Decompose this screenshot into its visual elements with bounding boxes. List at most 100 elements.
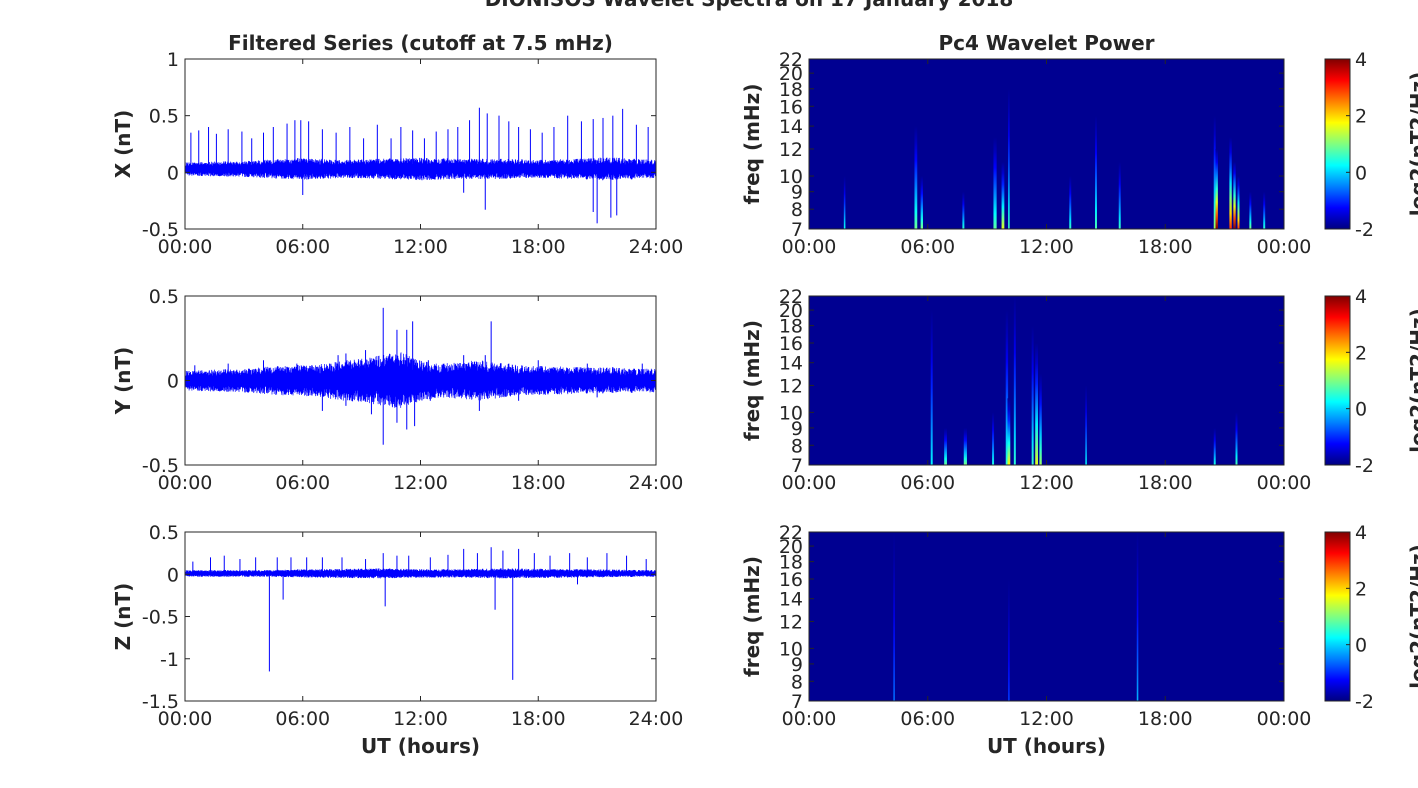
- z-wavelet-xlabel: UT (hours): [987, 734, 1106, 758]
- z-wavelet-ytick-label: 16: [779, 569, 803, 591]
- y-wavelet-ytick-label: 16: [779, 333, 803, 355]
- y-wavelet-colorbar-label: log2(nT2/Hz): [1406, 308, 1418, 453]
- y-wavelet-power-feature: [944, 427, 947, 465]
- x-wavelet-colorbar-tick-label: -2: [1355, 219, 1374, 241]
- x-wavelet-xtick-label: 06:00: [900, 236, 955, 258]
- x-wavelet-ytick-label: 16: [779, 96, 803, 118]
- y-wavelet-plot: [930, 296, 1238, 465]
- y-wavelet-power-feature: [1235, 412, 1238, 465]
- y-wavelet-power-feature: [1005, 310, 1009, 465]
- y-wavelet-xtick-label: 00:00: [1257, 472, 1312, 494]
- y-wavelet-power-feature: [930, 310, 933, 465]
- y-series-ytick-label: 0: [167, 371, 179, 393]
- z-series-ylabel: Z (nT): [111, 583, 135, 651]
- x-wavelet-power-feature: [1001, 161, 1005, 229]
- y-wavelet-colorbar-tick-label: 0: [1355, 399, 1367, 421]
- y-wavelet-power-feature: [963, 427, 967, 465]
- y-wavelet-colorbar: [1324, 295, 1351, 466]
- x-wavelet-colorbar-tick-label: 0: [1355, 162, 1367, 184]
- x-wavelet-ytick-label: 20: [779, 63, 803, 85]
- y-wavelet-power-feature: [1035, 343, 1038, 465]
- x-wavelet-xtick-label: 00:00: [1257, 236, 1312, 258]
- z-wavelet-ytick-label: 8: [791, 671, 803, 693]
- z-wavelet-plot: [893, 532, 1139, 701]
- x-wavelet-ytick-label: 8: [791, 199, 803, 221]
- z-series-xtick-label: 00:00: [158, 708, 213, 730]
- z-wavelet-power-feature: [1008, 579, 1010, 701]
- z-series-ytick-label: 0.5: [149, 522, 179, 544]
- z-wavelet-ytick-label: 10: [779, 638, 803, 660]
- y-wavelet-power-feature: [1031, 325, 1034, 465]
- y-wavelet-ytick-label: 18: [779, 316, 803, 338]
- z-wavelet-colorbar-tick-label: 0: [1355, 635, 1367, 657]
- y-wavelet-ytick-label: 8: [791, 435, 803, 457]
- x-series-xtick-label: 24:00: [629, 236, 684, 258]
- x-wavelet-xtick-label: 18:00: [1138, 236, 1193, 258]
- x-series-plot: [185, 107, 656, 224]
- y-wavelet-ytick-label: 9: [791, 418, 803, 440]
- x-wavelet-colorbar: [1324, 58, 1351, 230]
- y-series-xtick-label: 12:00: [393, 472, 448, 494]
- x-series-xtick-label: 00:00: [158, 236, 213, 258]
- z-series-plot: [185, 547, 656, 680]
- x-wavelet-title: Pc4 Wavelet Power: [938, 31, 1154, 55]
- x-wavelet-power-feature: [1229, 137, 1232, 229]
- z-series-ytick-label: -1: [160, 649, 179, 671]
- z-wavelet-ytick-label: 18: [779, 552, 803, 574]
- x-wavelet-power-feature: [1118, 161, 1121, 229]
- x-series-ytick-label: 0: [167, 162, 179, 184]
- z-wavelet-colorbar: [1324, 531, 1351, 702]
- x-wavelet-power-feature: [1069, 176, 1072, 229]
- x-series-ylabel: X (nT): [111, 110, 135, 179]
- y-series-xtick-label: 00:00: [158, 472, 213, 494]
- y-wavelet-xtick-label: 00:00: [782, 472, 837, 494]
- x-wavelet-power-feature: [1094, 115, 1097, 229]
- x-wavelet-colorbar-tick-label: 2: [1355, 106, 1367, 128]
- y-wavelet-heatmap-background: [809, 296, 1284, 465]
- x-wavelet-power-feature: [920, 176, 924, 229]
- y-series-xtick-label: 18:00: [511, 472, 566, 494]
- y-wavelet-xtick-label: 18:00: [1138, 472, 1193, 494]
- z-series-panel: -1.5 -1 -0.5 0 0.5 00:00 06:00 12:00 18:00 24:00 U…: [111, 522, 683, 758]
- x-wavelet-power-feature: [1213, 115, 1216, 229]
- y-wavelet-colorbar-tick-label: -2: [1355, 455, 1374, 477]
- y-wavelet-ylabel: freq (mHz): [740, 320, 764, 441]
- y-series-xtick-label: 24:00: [629, 472, 684, 494]
- z-wavelet-ytick-label: 22: [779, 522, 803, 544]
- panels: -0.5 0 0.5 1 00:00 06:00 12:00 18:00 24:00 Filter…: [111, 31, 1418, 758]
- z-wavelet-ytick-label: 9: [791, 654, 803, 676]
- y-wavelet-ytick-label: 20: [779, 300, 803, 322]
- z-wavelet-power-feature: [893, 532, 895, 701]
- x-wavelet-power-feature: [914, 126, 918, 229]
- z-series-xtick-label: 12:00: [393, 708, 448, 730]
- x-wavelet-power-feature: [962, 191, 965, 229]
- z-wavelet-colorbar-label: log2(nT2/Hz): [1406, 544, 1418, 689]
- y-wavelet-ytick-label: 12: [779, 375, 803, 397]
- z-wavelet-ytick-label: 7: [791, 691, 803, 713]
- y-series-panel: -0.5 0 0.5 00:00 06:00 12:00 18:00 24:00 Y (nT): [111, 286, 683, 494]
- y-series-ytick-label: 0.5: [149, 286, 179, 308]
- x-series-ytick-label: 0.5: [149, 106, 179, 128]
- x-wavelet-power-feature: [1233, 161, 1236, 229]
- z-wavelet-power-feature: [1136, 532, 1139, 701]
- y-wavelet-ytick-label: 22: [779, 286, 803, 308]
- y-wavelet-xtick-label: 12:00: [1019, 472, 1074, 494]
- x-wavelet-ytick-label: 9: [791, 182, 803, 204]
- figure-suptitle: DIONISOS Wavelet Spectra on 17 January 2…: [485, 0, 1014, 11]
- y-wavelet-power-feature: [1007, 398, 1011, 465]
- x-wavelet-power-feature: [843, 176, 846, 229]
- z-wavelet-colorbar-tick-label: -2: [1355, 691, 1374, 713]
- x-wavelet-xtick-label: 12:00: [1019, 236, 1074, 258]
- x-series-title: Filtered Series (cutoff at 7.5 mHz): [228, 31, 613, 55]
- x-wavelet-power-feature: [1215, 148, 1218, 229]
- z-wavelet-xtick-label: 18:00: [1138, 708, 1193, 730]
- x-wavelet-power-feature: [1263, 191, 1266, 229]
- x-series-xtick-label: 06:00: [275, 236, 330, 258]
- x-wavelet-ytick-label: 22: [779, 49, 803, 71]
- y-wavelet-ytick-label: 10: [779, 402, 803, 424]
- y-series-ylabel: Y (nT): [111, 347, 135, 416]
- y-series-xtick-label: 06:00: [275, 472, 330, 494]
- y-wavelet-ytick-label: 7: [791, 455, 803, 477]
